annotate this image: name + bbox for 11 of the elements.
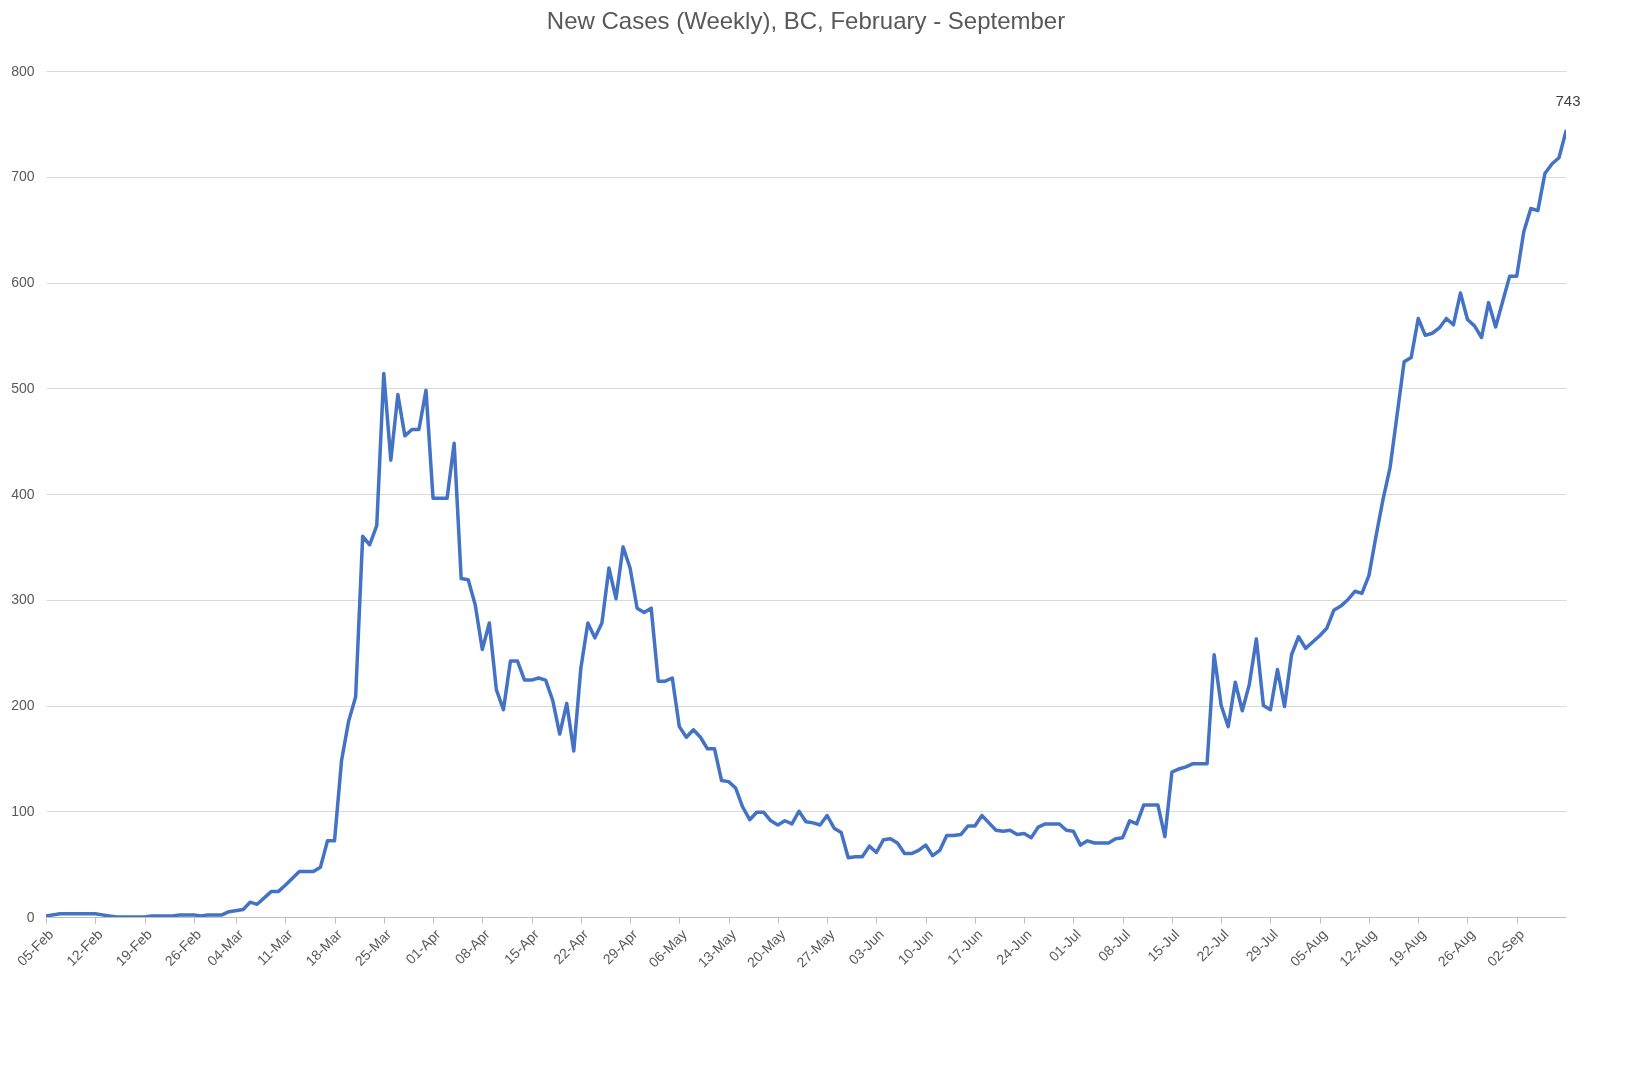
y-tick-label: 600: [11, 274, 35, 290]
annotation: 743: [1555, 92, 1581, 110]
y-tick-label: 500: [11, 379, 35, 396]
y-tick-label: 700: [11, 168, 35, 185]
y-tick-label: 100: [11, 802, 35, 819]
y-tick-label: 200: [11, 697, 35, 713]
y-tick-label: 0: [26, 908, 35, 925]
y-tick-label: 400: [11, 485, 35, 502]
y-tick-label: 800: [11, 62, 35, 79]
y-tick-label: 300: [11, 591, 35, 608]
chart-title: New Cases (Weekly), BC, February - September: [546, 7, 1066, 34]
